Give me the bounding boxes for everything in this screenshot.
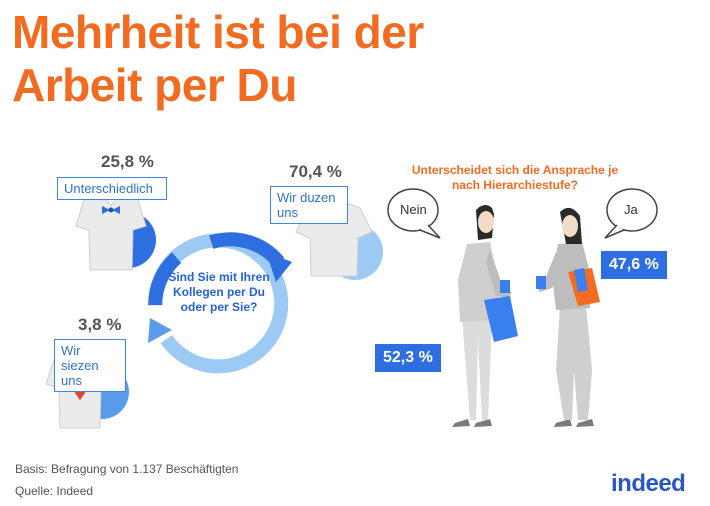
siezen-percent: 3,8 % xyxy=(78,315,122,334)
speech-bubble-nein-icon xyxy=(387,188,441,239)
title-line-2: Arbeit per Du xyxy=(12,59,297,111)
indeed-logo: indeed xyxy=(611,470,686,497)
woman-left-illustration xyxy=(452,205,518,427)
page-title: Mehrheit ist bei der Arbeit per Du xyxy=(12,6,424,112)
speech-bubble-ja-icon xyxy=(604,188,658,239)
woman-right-illustration xyxy=(536,207,600,427)
stat-nein: 52,3 % xyxy=(375,344,441,372)
main-question: Sind Sie mit Ihren Kollegen per Du oder … xyxy=(168,270,270,314)
unterschiedlich-label: Unterschiedlich xyxy=(57,177,167,200)
duzen-percent: 70,4 % xyxy=(289,162,342,181)
bubble-ja-text: Ja xyxy=(624,202,638,217)
sub-question: Unterscheidet sich die Ansprache je nach… xyxy=(411,163,619,192)
duzen-label: Wir duzen uns xyxy=(270,186,348,224)
stat-ja: 47,6 % xyxy=(601,251,667,279)
title-line-1: Mehrheit ist bei der xyxy=(12,6,424,58)
bubble-nein-text: Nein xyxy=(400,202,427,217)
siezen-label: Wir siezen uns xyxy=(54,339,126,392)
unterschiedlich-percent: 25,8 % xyxy=(101,152,154,171)
ring-arrow-left-icon xyxy=(148,318,172,343)
ring-arrow-right-icon xyxy=(266,252,292,282)
footer-basis: Basis: Befragung von 1.137 Beschäftigten xyxy=(15,462,239,476)
cycle-ring xyxy=(148,232,292,374)
footer-source: Quelle: Indeed xyxy=(15,484,94,498)
